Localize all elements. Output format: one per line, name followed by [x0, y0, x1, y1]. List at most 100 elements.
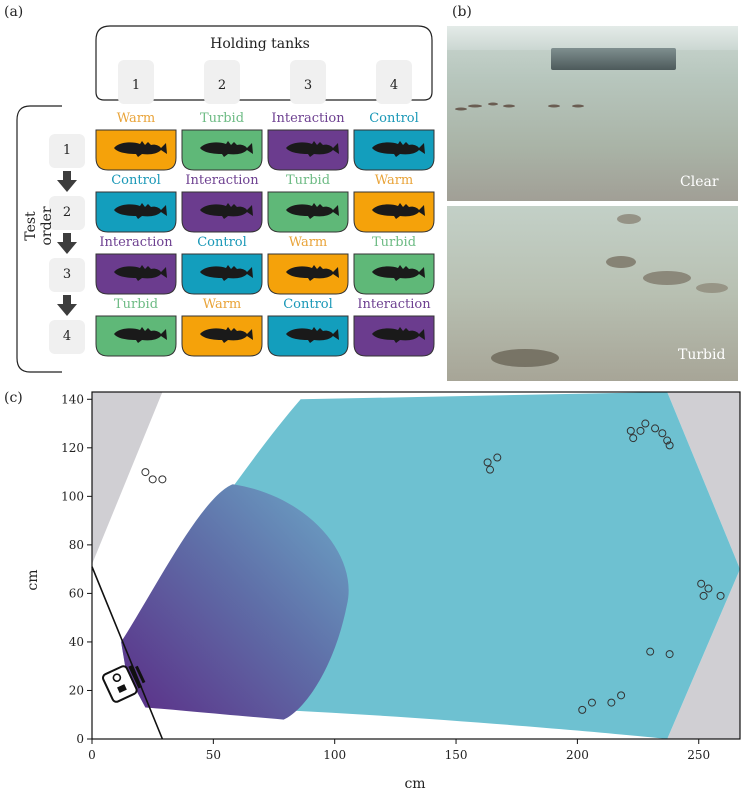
treatment-label: Turbid — [113, 297, 159, 312]
fish-icon — [114, 141, 167, 157]
panel-b-label: (b) — [452, 4, 472, 20]
fish-position-point — [148, 475, 157, 484]
treatment-label: Interaction — [99, 235, 173, 250]
treatment-label: Warm — [288, 235, 328, 250]
tank-map-chart: 0 50 100 150 200 250 0 20 40 60 80 100 120 140 — [61, 391, 741, 762]
holding-tank-number: 4 — [389, 78, 399, 93]
fish-position-point — [493, 453, 502, 462]
fish-position-point — [641, 419, 650, 428]
y-tick-label: 120 — [61, 441, 84, 455]
treatment-label: Control — [369, 111, 419, 126]
fish-icon — [200, 141, 253, 157]
holding-tank-box — [290, 60, 326, 104]
fish-position-point — [617, 691, 626, 700]
camera-boundary — [91, 566, 164, 740]
clear-label: Clear — [680, 174, 719, 190]
fish-icon — [286, 327, 339, 343]
turbid-water-photo: Turbid — [447, 206, 738, 381]
fish-icon — [286, 141, 339, 157]
fish-icon — [286, 203, 339, 219]
x-tick-label: 200 — [566, 748, 589, 762]
treatment-label: Control — [111, 173, 161, 188]
test-order-arrows — [57, 171, 77, 316]
corner-area — [92, 392, 163, 565]
treatment-label: Warm — [116, 111, 156, 126]
holding-tanks-title: Holding tanks — [210, 36, 310, 52]
down-arrow-icon — [57, 295, 77, 316]
fish-position-point — [587, 698, 596, 707]
fish-icon — [114, 203, 167, 219]
y-tick-label: 20 — [69, 683, 84, 697]
fish-icon — [114, 327, 167, 343]
experimental-design-diagram — [16, 25, 435, 373]
treatment-label: Interaction — [357, 297, 431, 312]
fish-position-point — [665, 441, 674, 450]
fish-icon — [372, 327, 425, 343]
x-tick-label: 150 — [445, 748, 468, 762]
down-arrow-icon — [57, 233, 77, 254]
fish-position-point — [607, 698, 616, 707]
turbid-label: Turbid — [678, 347, 726, 363]
visual-detection-zone — [121, 484, 349, 720]
treatment-label: Interaction — [185, 173, 259, 188]
y-tick-label: 0 — [76, 732, 84, 746]
x-tick-label: 250 — [687, 748, 710, 762]
fish-icon — [200, 265, 253, 281]
holding-tank-box — [204, 60, 240, 104]
fish-icon — [372, 203, 425, 219]
y-axis-label: cm — [25, 569, 41, 591]
fish-position-point — [665, 650, 674, 659]
clear-water-photo: Clear — [447, 26, 738, 201]
treatment-label: Warm — [202, 297, 242, 312]
fish-icon — [200, 327, 253, 343]
fish-position-point — [578, 705, 587, 714]
fish-position-point — [158, 475, 167, 484]
y-tick-label: 100 — [61, 489, 84, 503]
test-order-title: Test order — [23, 206, 55, 246]
fish-position-point — [697, 579, 706, 588]
treatment-label: Turbid — [285, 173, 331, 188]
y-tick-label: 40 — [69, 635, 84, 649]
fish-position-point — [636, 426, 645, 435]
test-order-number: 4 — [62, 329, 72, 344]
fish-position-point — [658, 429, 667, 438]
treatment-label: Control — [197, 235, 247, 250]
treatment-label: Interaction — [271, 111, 345, 126]
corner-area — [667, 392, 740, 570]
camera-icon — [102, 665, 146, 703]
holding-tank-number: 3 — [303, 78, 313, 93]
fish-position-point — [716, 591, 725, 600]
fish-icon — [200, 203, 253, 219]
test-order-number: 3 — [62, 267, 72, 282]
fish-position-point — [486, 465, 495, 474]
fish-icon — [286, 265, 339, 281]
fish-icon — [372, 141, 425, 157]
holding-tank-box — [376, 60, 412, 104]
panel-c-label: (c) — [4, 390, 23, 406]
fish-position-point — [141, 468, 150, 477]
treatment-label: Turbid — [199, 111, 245, 126]
holding-tank-number: 1 — [131, 78, 141, 93]
test-order-bracket — [16, 105, 62, 373]
holding-tank-number: 2 — [217, 78, 227, 93]
test-order-number: 1 — [62, 143, 72, 158]
fish-position-point — [629, 434, 638, 443]
test-order-number: 2 — [62, 205, 72, 220]
y-tick-label: 60 — [69, 586, 84, 600]
test-order-box — [49, 196, 85, 230]
fish-position-point — [663, 436, 672, 445]
x-tick-label: 50 — [206, 748, 221, 762]
fish-position-point — [646, 647, 655, 656]
corner-area — [667, 569, 740, 739]
treatment-label: Control — [283, 297, 333, 312]
treatment-label: Turbid — [371, 235, 417, 250]
test-order-box — [49, 258, 85, 292]
holding-tank-box — [118, 60, 154, 104]
y-tick-label: 80 — [69, 538, 84, 552]
down-arrow-icon — [57, 171, 77, 192]
plot-frame — [91, 391, 741, 740]
test-order-box — [49, 320, 85, 354]
panel-a-label: (a) — [4, 4, 24, 20]
fish-position-point — [651, 424, 660, 433]
fish-position-point — [704, 584, 713, 593]
